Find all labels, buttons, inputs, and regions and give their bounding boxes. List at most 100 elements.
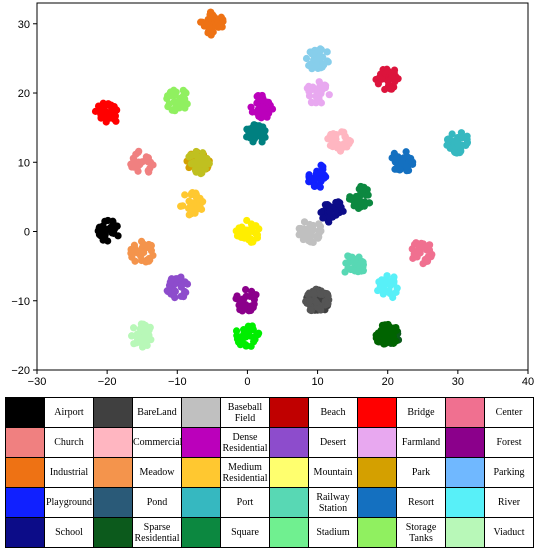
legend-swatch bbox=[445, 487, 485, 518]
legend-label: Railway Station bbox=[308, 487, 358, 518]
legend-row: Industrial Meadow Medium Residential Mountai… bbox=[5, 457, 534, 488]
legend-label: BareLand bbox=[132, 397, 182, 428]
legend-label: Forest bbox=[484, 427, 534, 458]
data-point bbox=[204, 29, 212, 37]
data-point bbox=[346, 193, 354, 201]
data-point bbox=[372, 331, 380, 339]
legend-swatch bbox=[445, 427, 485, 458]
data-point bbox=[383, 334, 391, 342]
y-tick-label: 10 bbox=[18, 157, 30, 169]
legend-swatch bbox=[269, 487, 309, 518]
data-point bbox=[95, 224, 103, 232]
data-point bbox=[197, 18, 205, 26]
data-point bbox=[388, 73, 396, 81]
data-point bbox=[258, 138, 266, 146]
data-point bbox=[364, 191, 372, 199]
data-point bbox=[316, 183, 324, 191]
data-point bbox=[193, 193, 201, 201]
y-axis: −20 −10 0 10 20 30 bbox=[11, 19, 37, 377]
data-point bbox=[315, 52, 324, 60]
data-point bbox=[454, 133, 462, 142]
data-point bbox=[379, 279, 388, 287]
data-point bbox=[143, 325, 151, 333]
data-point bbox=[306, 297, 314, 306]
data-point bbox=[249, 126, 257, 134]
data-point bbox=[205, 159, 213, 168]
legend-swatch bbox=[357, 457, 397, 488]
scatter-points bbox=[91, 8, 472, 351]
data-point bbox=[309, 50, 317, 58]
legend-label: Dense Residential bbox=[220, 427, 270, 458]
data-point bbox=[242, 342, 250, 350]
plot-frame bbox=[36, 2, 529, 371]
data-point bbox=[317, 208, 325, 217]
x-tick-label: −30 bbox=[28, 376, 47, 388]
data-point bbox=[145, 240, 153, 249]
data-point bbox=[306, 238, 315, 246]
data-point bbox=[317, 168, 325, 177]
legend-label: Bridge bbox=[396, 397, 446, 428]
data-point bbox=[232, 294, 240, 303]
x-tick-label: −20 bbox=[98, 376, 117, 388]
data-point bbox=[384, 67, 392, 75]
data-point bbox=[448, 130, 456, 138]
data-point bbox=[332, 211, 340, 219]
data-point bbox=[104, 216, 112, 225]
data-point bbox=[389, 333, 397, 341]
data-point bbox=[341, 133, 349, 141]
legend-swatch bbox=[181, 517, 221, 548]
data-point bbox=[323, 48, 331, 56]
data-point bbox=[134, 167, 142, 175]
data-point bbox=[234, 338, 243, 346]
legend-label: Baseball Field bbox=[220, 397, 270, 428]
data-point bbox=[314, 234, 322, 242]
legend-swatch bbox=[5, 457, 45, 488]
data-point bbox=[104, 100, 112, 109]
data-point bbox=[179, 86, 187, 94]
data-point bbox=[317, 161, 325, 169]
legend-label: Commercial bbox=[132, 427, 182, 458]
data-point bbox=[305, 92, 314, 100]
y-tick-label: −20 bbox=[11, 365, 30, 377]
data-point bbox=[133, 336, 142, 344]
legend-label: Medium Residential bbox=[220, 457, 270, 488]
data-point bbox=[393, 165, 401, 173]
data-point bbox=[305, 178, 313, 186]
data-point bbox=[299, 228, 307, 236]
data-point bbox=[404, 153, 412, 161]
data-point bbox=[302, 54, 311, 63]
data-point bbox=[128, 253, 136, 261]
data-point bbox=[347, 265, 355, 274]
data-point bbox=[142, 258, 150, 266]
data-point bbox=[199, 153, 207, 162]
data-point bbox=[309, 83, 317, 91]
data-point bbox=[387, 324, 395, 332]
legend-label: Church bbox=[44, 427, 94, 458]
data-point bbox=[183, 100, 191, 108]
data-point bbox=[97, 111, 105, 119]
x-tick-label: 30 bbox=[452, 376, 464, 388]
data-point bbox=[380, 285, 388, 293]
data-point bbox=[139, 240, 147, 248]
data-point bbox=[177, 281, 185, 289]
data-point bbox=[376, 74, 384, 82]
data-point bbox=[136, 251, 145, 259]
data-point bbox=[179, 92, 188, 100]
data-point bbox=[174, 102, 182, 110]
data-point bbox=[443, 141, 451, 149]
x-axis: −30 −20 −10 0 10 20 30 40 bbox=[28, 370, 534, 388]
legend-swatch bbox=[93, 397, 133, 428]
legend-row: Church Commercial Dense Residential Desert Fa… bbox=[5, 427, 534, 458]
data-point bbox=[164, 92, 172, 100]
data-point bbox=[258, 103, 266, 111]
legend-label: Playground bbox=[44, 487, 94, 518]
legend-label: River bbox=[484, 487, 534, 518]
legend-swatch bbox=[269, 457, 309, 488]
data-point bbox=[412, 239, 420, 247]
legend-swatch bbox=[357, 427, 397, 458]
data-point bbox=[185, 197, 193, 205]
data-point bbox=[196, 167, 204, 175]
data-point bbox=[419, 240, 427, 248]
x-tick-label: 20 bbox=[382, 376, 394, 388]
data-point bbox=[112, 117, 120, 125]
